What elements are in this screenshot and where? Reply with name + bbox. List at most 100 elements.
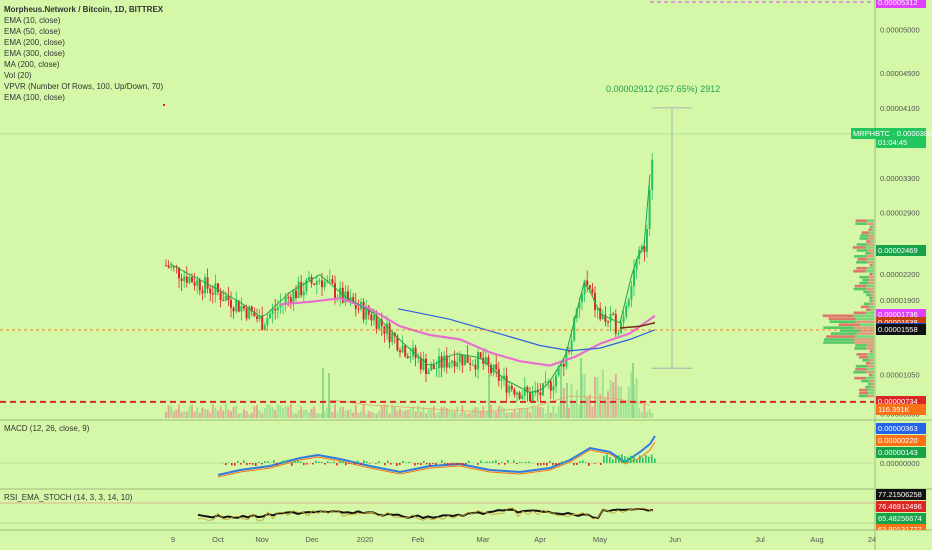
volume-bar xyxy=(219,406,222,418)
volume-bar xyxy=(497,405,500,418)
indicator-ema-200[interactable]: EMA (200, close) xyxy=(4,38,65,47)
candle-body xyxy=(448,362,451,368)
macd-histogram-bar xyxy=(249,463,251,465)
y-tick-label: 0.00005000 xyxy=(880,25,920,34)
volume-bar xyxy=(279,405,282,418)
vpvr-bar-counter xyxy=(853,314,874,318)
measure-label: 0.00002912 (267.65%) 2912 xyxy=(606,84,721,94)
volume-bar xyxy=(292,412,295,418)
price-badge: 0.00005312 xyxy=(876,0,926,8)
macd-histogram-bar xyxy=(336,463,338,466)
volume-bar xyxy=(206,409,209,418)
macd-title[interactable]: MACD (12, 26, close, 9) xyxy=(4,424,90,433)
macd-histogram-bar xyxy=(228,462,230,463)
volume-bar xyxy=(380,405,383,418)
macd-histogram-bar xyxy=(321,462,323,463)
candle-body xyxy=(560,363,563,367)
macd-histogram-bar xyxy=(420,463,422,465)
symbol-title[interactable]: Morpheus.Network / Bitcoin, 1D, BITTREX xyxy=(4,5,164,14)
macd-histogram-bar xyxy=(600,463,602,465)
macd-histogram-bar xyxy=(603,455,605,463)
volume-bar xyxy=(227,409,230,418)
volume-bar xyxy=(508,412,511,418)
vpvr-bar xyxy=(855,219,867,223)
candle-body xyxy=(591,288,594,293)
candle-body xyxy=(529,392,531,402)
volume-bar xyxy=(568,407,570,418)
macd-histogram-bar xyxy=(273,460,275,463)
vpvr-bar-counter xyxy=(866,284,874,288)
indicator-vol[interactable]: Vol (20) xyxy=(4,71,32,80)
macd-histogram-bar xyxy=(369,463,371,464)
volume-bar xyxy=(604,397,607,418)
macd-histogram-bar xyxy=(558,463,560,465)
volume-bar xyxy=(367,410,370,418)
volume-bar xyxy=(315,412,318,418)
candle-body xyxy=(474,364,477,370)
vpvr-bar-counter xyxy=(868,356,874,359)
volume-bar xyxy=(261,413,264,418)
macd-histogram-bar xyxy=(651,454,653,463)
candle-body xyxy=(167,265,170,268)
macd-histogram-bar xyxy=(633,455,635,463)
volume-bar xyxy=(188,406,191,418)
vpvr-bar-counter xyxy=(867,249,874,252)
indicator-vpvr[interactable]: VPVR (Number Of Rows, 100, Up/Down, 70) xyxy=(4,82,164,91)
macd-histogram-bar xyxy=(324,463,326,465)
x-tick-label: 9 xyxy=(171,535,175,544)
macd-histogram-bar xyxy=(576,463,578,465)
candle-body xyxy=(479,352,482,358)
price-badge: 01:04:45 xyxy=(876,137,926,149)
macd-histogram-bar xyxy=(261,463,263,465)
macd-histogram-bar xyxy=(231,463,233,466)
vpvr-bar xyxy=(855,367,867,371)
indicator-ema-50[interactable]: EMA (50, close) xyxy=(4,27,61,36)
vpvr-bar xyxy=(869,299,873,303)
candle-body xyxy=(570,340,573,352)
candle-body xyxy=(172,266,175,268)
price-badge: 0.00001736 xyxy=(876,308,926,320)
vpvr-bar-counter xyxy=(871,373,874,377)
candle-body xyxy=(323,281,326,288)
candle-body xyxy=(464,355,466,366)
candle-body xyxy=(523,386,526,396)
volume-spike xyxy=(566,383,568,418)
indicator-ema-10[interactable]: EMA (10, close) xyxy=(4,16,61,25)
candle-body xyxy=(609,313,612,323)
indicator-legend: Morpheus.Network / Bitcoin, 1D, BITTREX … xyxy=(4,4,163,103)
price-badge: 0.00002469 xyxy=(876,244,926,256)
volume-bar xyxy=(510,412,513,418)
vpvr-bar xyxy=(854,347,867,350)
volume-spike xyxy=(328,373,330,418)
volume-bar xyxy=(614,374,617,418)
volume-bar xyxy=(627,386,630,418)
macd-histogram-bar xyxy=(546,463,548,466)
volume-bar xyxy=(183,411,186,418)
vpvr-bar xyxy=(854,284,867,288)
macd-histogram-bar xyxy=(234,463,236,466)
volume-bar xyxy=(549,412,552,418)
macd-histogram-bar xyxy=(243,460,245,463)
rsi-title[interactable]: RSI_EMA_STOCH (14, 3, 3, 14, 10) xyxy=(4,493,133,502)
candle-body xyxy=(271,308,274,314)
volume-bar xyxy=(370,411,373,418)
macd-histogram-bar xyxy=(357,460,359,463)
candle-body xyxy=(292,290,295,304)
volume-bar xyxy=(536,406,539,418)
vpvr-bar xyxy=(856,261,867,264)
y-tick-label: 0.00004100 xyxy=(880,104,920,113)
volume-bar xyxy=(531,406,534,418)
indicator-ema-100[interactable]: EMA (100, close) xyxy=(4,93,65,102)
vpvr-bar-counter xyxy=(856,320,874,324)
price-badge: 0.00000734 xyxy=(876,396,926,408)
macd-histogram-bar xyxy=(399,463,401,465)
indicator-ma-200[interactable]: MA (200, close) xyxy=(4,60,60,69)
rsi-badge: 77.21506258 xyxy=(876,488,926,500)
macd-histogram-bar xyxy=(354,463,356,465)
candle-body xyxy=(419,357,422,370)
candle-body xyxy=(352,297,355,303)
volume-bar xyxy=(495,411,498,418)
indicator-ema-300[interactable]: EMA (300, close) xyxy=(4,49,65,58)
candle-body xyxy=(505,375,508,393)
